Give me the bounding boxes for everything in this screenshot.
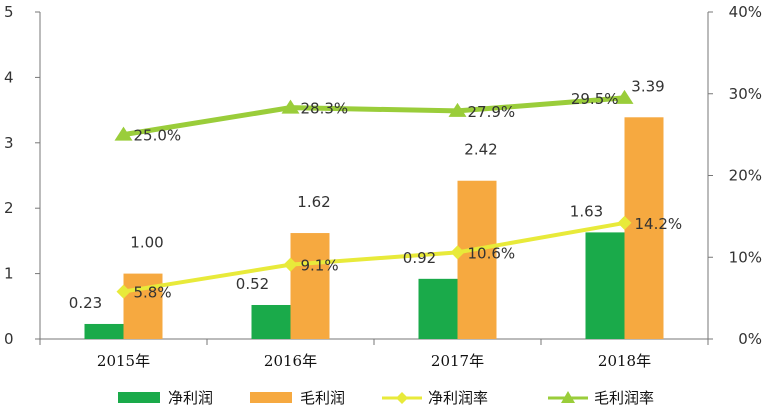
triangle-marker — [281, 99, 300, 114]
bar-1 — [290, 233, 330, 339]
legend-label: 毛利润率 — [594, 389, 654, 407]
diamond-marker — [450, 245, 465, 260]
lines — [114, 89, 634, 299]
bar-0 — [585, 232, 625, 339]
right-tick-label: 0% — [738, 330, 762, 348]
legend-swatch — [250, 392, 292, 403]
legend-label: 净利润 — [168, 389, 213, 407]
bar-value-label: 2.42 — [464, 141, 497, 159]
left-tick-label: 0 — [4, 330, 14, 348]
legend-label: 毛利润 — [300, 389, 345, 407]
line-value-label: 29.5% — [571, 90, 619, 108]
bar-value-label: 1.63 — [570, 202, 603, 220]
line-value-label: 25.0% — [134, 127, 182, 145]
bar-value-label: 0.52 — [236, 275, 269, 293]
line-value-label: 14.2% — [635, 215, 683, 233]
diamond-marker — [116, 284, 131, 299]
right-tick-label: 40% — [729, 3, 762, 21]
left-tick-label: 5 — [4, 3, 14, 21]
line-value-label: 28.3% — [301, 100, 349, 118]
legend-diamond-marker — [396, 392, 408, 404]
diamond-marker — [617, 215, 632, 230]
triangle-marker — [448, 102, 467, 117]
diamond-marker — [283, 257, 298, 272]
right-tick-label: 30% — [729, 85, 762, 103]
line-value-label: 10.6% — [468, 244, 516, 262]
triangle-marker — [114, 126, 133, 141]
left-tick-label: 3 — [4, 134, 14, 152]
bars — [84, 117, 664, 339]
x-tick-label: 2015年 — [97, 352, 150, 370]
bar-1 — [457, 180, 497, 339]
bar-0 — [251, 304, 291, 339]
line-value-label: 9.1% — [301, 257, 339, 275]
bar-value-label: 1.00 — [130, 234, 163, 252]
axes: 0 1 2 3 4 5 0% 10% 20% 30% 40% 2015年 2016年 2017年 2018年 — [4, 3, 762, 370]
line-0 — [123, 220, 625, 294]
bar-1 — [624, 117, 664, 339]
line-value-label: 27.9% — [468, 103, 516, 121]
bar-value-label: 1.62 — [297, 193, 330, 211]
bar-value-label: 0.92 — [403, 249, 436, 267]
legend-swatch — [118, 392, 160, 403]
bar-value-label: 3.39 — [631, 77, 664, 95]
data-labels: 0.23 0.52 0.92 1.63 1.00 1.62 2.42 3.39 5.8% 9.1%… — [69, 77, 682, 312]
left-tick-label: 2 — [4, 199, 14, 217]
line-1 — [123, 95, 625, 138]
right-tick-label: 10% — [729, 248, 762, 266]
legend-label: 净利润率 — [428, 389, 488, 407]
x-tick-label: 2018年 — [598, 352, 651, 370]
line-value-label: 5.8% — [134, 284, 172, 302]
bar-value-label: 0.23 — [69, 294, 102, 312]
right-tick-label: 20% — [729, 167, 762, 185]
legend: 净利润 毛利润 净利润率 毛利润率 — [118, 389, 654, 407]
x-tick-label: 2017年 — [431, 352, 484, 370]
left-tick-label: 1 — [4, 265, 14, 283]
triangle-marker — [615, 89, 634, 104]
x-tick-label: 2016年 — [264, 352, 317, 370]
bar-0 — [418, 278, 458, 339]
legend-triangle-marker — [561, 391, 575, 403]
bar-0 — [84, 323, 124, 339]
left-tick-label: 4 — [4, 68, 14, 86]
